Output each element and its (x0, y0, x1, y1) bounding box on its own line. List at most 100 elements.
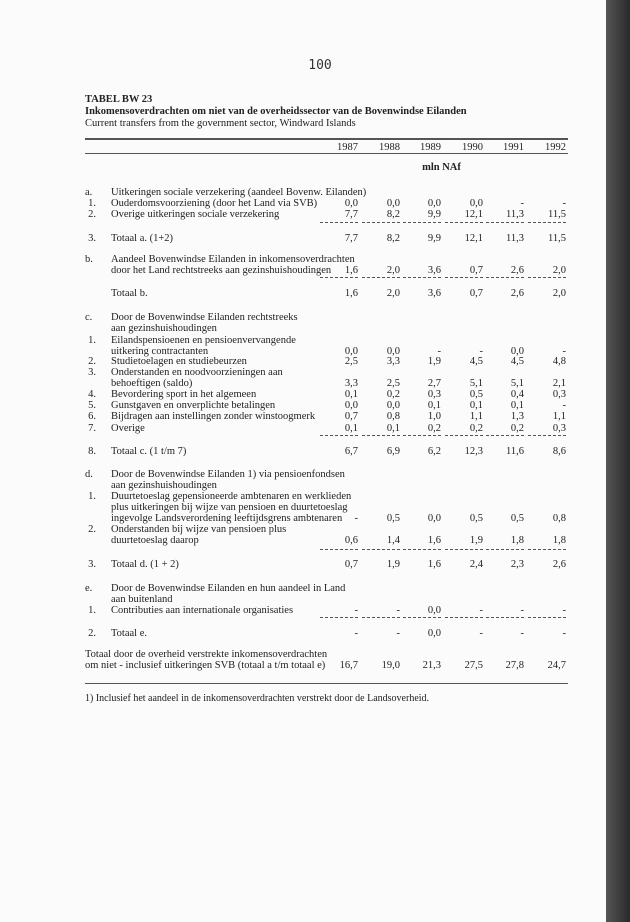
year-1987: 1987 (337, 142, 358, 153)
value-1989: 1,6 (427, 535, 441, 546)
value-1992: 2,0 (552, 265, 566, 276)
row-label: plus uitkeringen bij wijze van pensioen … (111, 502, 348, 513)
row-label: om niet - inclusief uitkeringen SVB (tot… (85, 660, 326, 671)
value-1988: 0,0 (386, 346, 400, 357)
dash-separator (362, 277, 400, 278)
dash-separator (362, 617, 400, 618)
value-1990: 5,1 (469, 378, 483, 389)
bottom-rule (85, 683, 568, 684)
dash-separator (403, 435, 441, 436)
dash-separator (445, 435, 483, 436)
value-1992: - (562, 346, 567, 357)
value-1987: 1,6 (344, 288, 358, 299)
value-1989: 6,2 (427, 446, 441, 457)
value-1992: 0,3 (552, 389, 566, 400)
row-label: Eilandspensioenen en pensioenvervangende (111, 335, 296, 346)
value-1987: - (354, 605, 359, 616)
value-1991: 27,8 (505, 660, 524, 671)
value-1988: 8,2 (386, 209, 400, 220)
row-label: door het Land rechtstreeks aan gezinshui… (111, 265, 332, 276)
value-1989: 0,2 (427, 423, 441, 434)
year-1992: 1992 (545, 142, 566, 153)
value-1990: 0,1 (469, 400, 483, 411)
row-label: Overige uitkeringen sociale verzekering (111, 209, 280, 220)
value-1992: 2,0 (552, 288, 566, 299)
dash-separator (486, 222, 524, 223)
value-1989: - (437, 346, 442, 357)
value-1991: 1,3 (510, 411, 524, 422)
value-1991: 2,6 (510, 265, 524, 276)
value-1992: - (562, 628, 567, 639)
value-1992: 4,8 (552, 356, 566, 367)
dash-separator (486, 277, 524, 278)
row-label: Door de Bovenwindse Eilanden rechtstreek… (111, 312, 298, 323)
row-marker: 4. (88, 389, 96, 400)
row-label: Totaal door de overheid verstrekte inkom… (85, 649, 328, 660)
value-1990: 0,5 (469, 389, 483, 400)
scan-edge (606, 0, 630, 922)
row-marker: 1. (88, 335, 96, 346)
dash-separator (528, 222, 566, 223)
row-label: Onderstanden bij wijze van pensioen plus (111, 524, 287, 535)
value-1990: 0,7 (469, 265, 483, 276)
value-1991: 11,3 (506, 209, 524, 220)
dash-separator (445, 277, 483, 278)
value-1989: 0,0 (427, 628, 441, 639)
dash-separator (362, 222, 400, 223)
dash-separator (445, 549, 483, 550)
dash-separator (528, 435, 566, 436)
value-1987: 0,7 (344, 411, 358, 422)
value-1992: 24,7 (547, 660, 566, 671)
value-1987: 6,7 (344, 446, 358, 457)
value-1987: 0,1 (344, 423, 358, 434)
dash-separator (445, 222, 483, 223)
year-1991: 1991 (503, 142, 524, 153)
row-marker: 2. (88, 628, 96, 639)
value-1990: 4,5 (469, 356, 483, 367)
value-1990: 0,7 (469, 288, 483, 299)
row-marker: 2. (88, 356, 96, 367)
value-1991: - (520, 628, 525, 639)
row-marker: 3. (88, 233, 96, 244)
value-1989: 0,3 (427, 389, 441, 400)
row-label: Uitkeringen sociale verzekering (aandeel… (111, 187, 367, 198)
row-label: Overige (111, 423, 145, 434)
value-1988: 0,0 (386, 400, 400, 411)
value-1991: 2,6 (510, 288, 524, 299)
value-1988: 1,4 (386, 535, 400, 546)
value-1991: 0,5 (510, 513, 524, 524)
value-1990: - (479, 605, 484, 616)
row-marker: d. (85, 469, 93, 480)
value-1992: 2,1 (552, 378, 566, 389)
row-label: Bevordering sport in het algemeen (111, 389, 257, 400)
row-marker: 1. (88, 491, 96, 502)
value-1992: 0,3 (552, 423, 566, 434)
value-1987: 1,6 (344, 265, 358, 276)
row-label: Studietoelagen en studiebeurzen (111, 356, 247, 367)
dash-separator (445, 617, 483, 618)
value-1988: 2,5 (386, 378, 400, 389)
dash-separator (320, 222, 358, 223)
header-rule (85, 153, 568, 154)
value-1990: 12,1 (464, 209, 483, 220)
value-1992: 0,8 (552, 513, 566, 524)
value-1991: 5,1 (510, 378, 524, 389)
row-label: Duurtetoeslag gepensioneerde ambtenaren … (111, 491, 352, 502)
dash-separator (486, 617, 524, 618)
value-1992: 1,1 (552, 411, 566, 422)
value-1992: - (562, 605, 567, 616)
row-label: aan buitenland (111, 594, 173, 605)
value-1987: 0,1 (344, 389, 358, 400)
value-1991: 1,8 (510, 535, 524, 546)
row-label: uitkering contractanten (111, 346, 209, 357)
value-1988: 1,9 (386, 559, 400, 570)
table-id: TABEL BW 23 (85, 94, 153, 105)
dash-separator (320, 277, 358, 278)
value-1988: - (396, 605, 401, 616)
value-1992: 2,6 (552, 559, 566, 570)
value-1988: 0,2 (386, 389, 400, 400)
value-1990: 27,5 (464, 660, 483, 671)
dash-separator (320, 617, 358, 618)
value-1992: 11,5 (548, 233, 566, 244)
value-1991: 0,2 (510, 423, 524, 434)
